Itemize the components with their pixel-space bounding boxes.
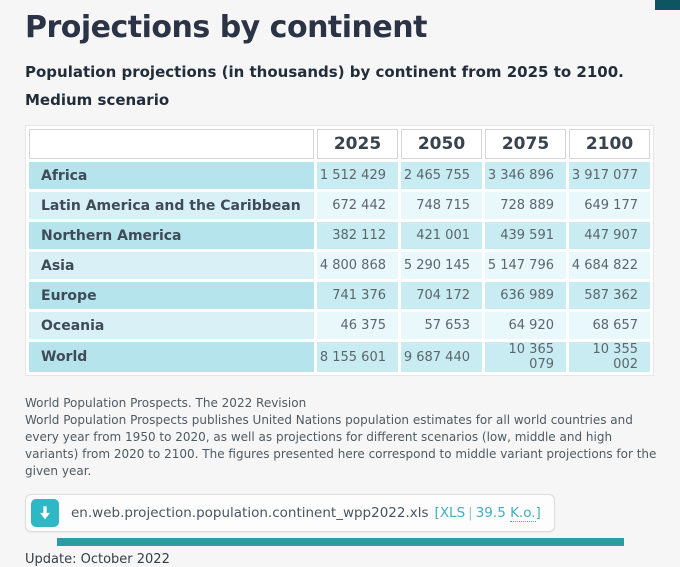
update-text: Update: October 2022: [25, 552, 170, 567]
source-description: World Population Prospects publishes Uni…: [25, 413, 657, 478]
population-value: 748 715: [401, 192, 482, 219]
continent-label: Asia: [29, 252, 314, 279]
year-header-2050: 2050: [401, 129, 482, 159]
continent-label: Northern America: [29, 222, 314, 249]
year-header-2025: 2025: [317, 129, 398, 159]
population-value: 728 889: [485, 192, 566, 219]
population-value: 439 591: [485, 222, 566, 249]
population-value: 1 512 429: [317, 162, 398, 189]
download-icon[interactable]: [31, 499, 59, 527]
table-row-europe: Europe 741 376 704 172 636 989 587 362: [29, 282, 650, 309]
population-value: 46 375: [317, 312, 398, 339]
population-value: 3 917 077: [569, 162, 650, 189]
page-subtitle: Population projections (in thousands) by…: [25, 63, 624, 109]
population-value: 421 001: [401, 222, 482, 249]
population-value: 68 657: [569, 312, 650, 339]
page-title: Projections by continent: [25, 10, 427, 45]
download-meta[interactable]: [XLS | 39.5 K.o.]: [434, 505, 541, 522]
continent-label: Latin America and the Caribbean: [29, 192, 314, 219]
population-value: 382 112: [317, 222, 398, 249]
table-header-row: 2025 2050 2075 2100: [29, 129, 650, 159]
table-row-world: World 8 155 601 9 687 440 10 365 079 10 …: [29, 342, 650, 372]
population-value: 10 355 002: [569, 342, 650, 372]
population-value: 5 147 796: [485, 252, 566, 279]
population-value: 741 376: [317, 282, 398, 309]
population-value: 64 920: [485, 312, 566, 339]
continent-label: Oceania: [29, 312, 314, 339]
year-header-2075: 2075: [485, 129, 566, 159]
population-value: 57 653: [401, 312, 482, 339]
source-block: World Population Prospects. The 2022 Rev…: [25, 395, 657, 480]
population-value: 9 687 440: [401, 342, 482, 372]
table-row-oceania: Oceania 46 375 57 653 64 920 68 657: [29, 312, 650, 339]
continent-label: Europe: [29, 282, 314, 309]
download-button[interactable]: en.web.projection.population.continent_w…: [25, 494, 555, 532]
table-row-latin-america: Latin America and the Caribbean 672 442 …: [29, 192, 650, 219]
year-header-2100: 2100: [569, 129, 650, 159]
download-filename[interactable]: en.web.projection.population.continent_w…: [71, 505, 429, 521]
population-value: 3 346 896: [485, 162, 566, 189]
population-value: 649 177: [569, 192, 650, 219]
population-value: 4 800 868: [317, 252, 398, 279]
bottom-accent-bar: [57, 538, 624, 546]
size-unit-link[interactable]: K.o.: [510, 505, 536, 522]
population-value: 636 989: [485, 282, 566, 309]
source-title: World Population Prospects. The 2022 Rev…: [25, 396, 307, 410]
population-value: 8 155 601: [317, 342, 398, 372]
continent-label: World: [29, 342, 314, 372]
population-value: 587 362: [569, 282, 650, 309]
population-value: 672 442: [317, 192, 398, 219]
population-value: 10 365 079: [485, 342, 566, 372]
population-value: 447 907: [569, 222, 650, 249]
table-row-africa: Africa 1 512 429 2 465 755 3 346 896 3 9…: [29, 162, 650, 189]
population-value: 4 684 822: [569, 252, 650, 279]
population-value: 704 172: [401, 282, 482, 309]
population-value: 2 465 755: [401, 162, 482, 189]
corner-accent: [655, 0, 680, 10]
table-corner-cell: [29, 129, 314, 159]
table-row-northern-america: Northern America 382 112 421 001 439 591…: [29, 222, 650, 249]
continent-label: Africa: [29, 162, 314, 189]
table-row-asia: Asia 4 800 868 5 290 145 5 147 796 4 684…: [29, 252, 650, 279]
population-value: 5 290 145: [401, 252, 482, 279]
projections-table: 2025 2050 2075 2100 Africa 1 512 429 2 4…: [25, 125, 654, 376]
